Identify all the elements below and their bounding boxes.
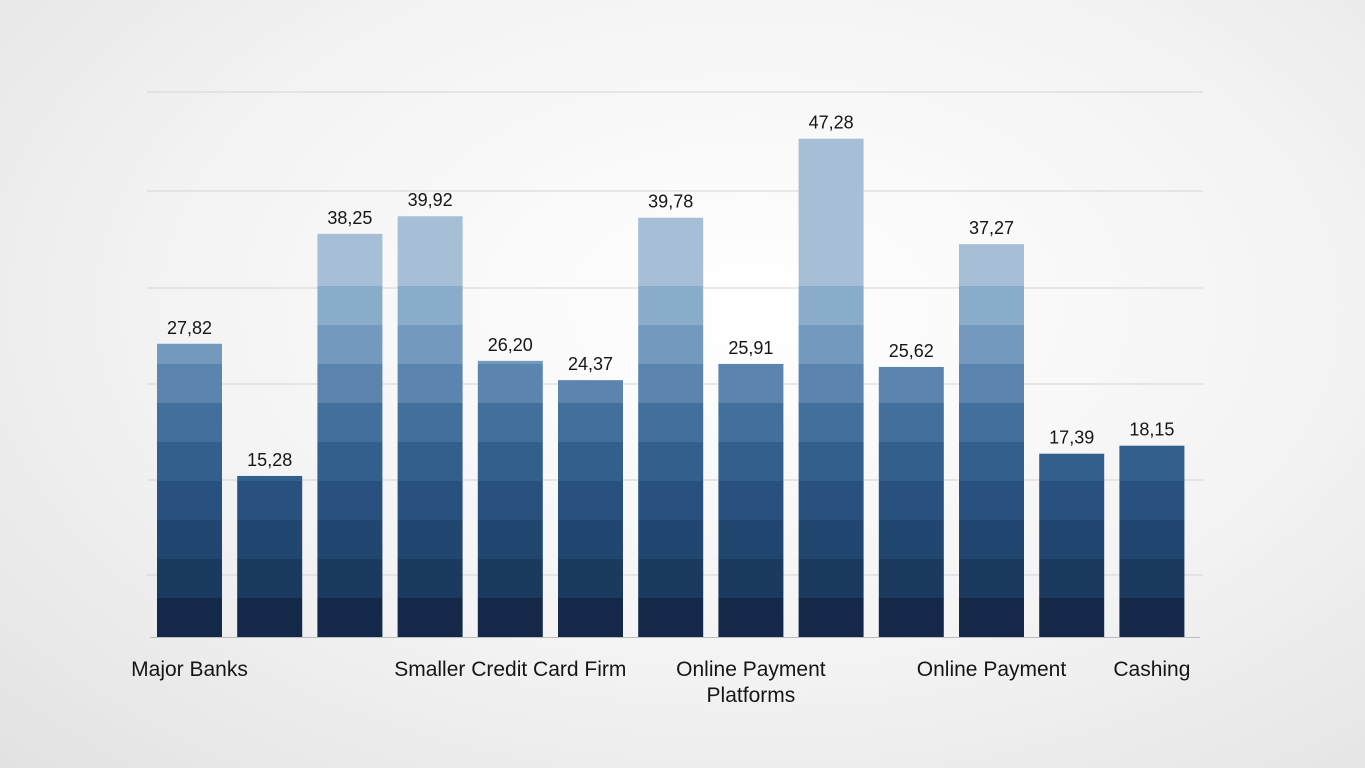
- bar: [558, 380, 623, 637]
- bar: [157, 343, 222, 637]
- data-label: 25,91: [728, 338, 773, 358]
- bar: [1039, 453, 1105, 637]
- bar: [959, 244, 1024, 637]
- x-tick-label: Online Payment Platforms: [676, 658, 826, 707]
- x-tick-label: Major Banks: [131, 658, 248, 681]
- data-label: 25,62: [889, 341, 934, 361]
- bar: [638, 217, 704, 637]
- bar: [397, 216, 463, 637]
- data-label: 15,28: [247, 450, 292, 470]
- data-label: 27,82: [167, 318, 212, 338]
- data-label: 37,27: [969, 218, 1014, 238]
- bar: [1119, 445, 1185, 637]
- data-label: 24,37: [568, 354, 613, 374]
- data-label: 26,20: [488, 335, 533, 355]
- bar: [237, 475, 303, 637]
- bar: [477, 360, 543, 637]
- data-label: 39,78: [648, 192, 693, 212]
- bar: [317, 233, 383, 637]
- x-tick-label: Online Payment: [916, 658, 1067, 681]
- data-label: 38,25: [327, 208, 372, 228]
- x-tick-label: Cashing: [1113, 658, 1191, 681]
- bar: [718, 363, 784, 637]
- bar: [878, 366, 944, 637]
- data-label: 47,28: [809, 113, 854, 133]
- data-label: 17,39: [1049, 428, 1094, 448]
- data-label: 39,92: [408, 190, 453, 210]
- data-label: 18,15: [1129, 420, 1174, 440]
- x-tick-label: Smaller Credit Card Firm: [394, 658, 627, 681]
- bar: [798, 138, 864, 637]
